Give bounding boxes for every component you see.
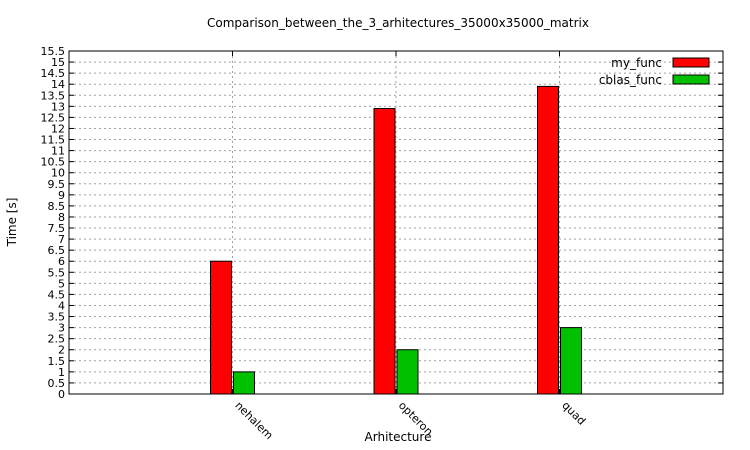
y-tick-label: 3	[58, 322, 65, 335]
legend-swatch-my_func	[672, 57, 710, 68]
chart-title: Comparison_between_the_3_arhitectures_35…	[207, 16, 589, 30]
y-tick-label: 6	[58, 255, 65, 268]
bar-my_func-opteron	[373, 108, 396, 395]
y-tick-label: 8.5	[48, 200, 66, 213]
legend-label-my_func: my_func	[611, 56, 662, 70]
y-tick-label: 12.5	[41, 111, 66, 124]
y-tick-label: 7	[58, 233, 65, 246]
y-tick-label: 1	[58, 366, 65, 379]
bar-cblas_func-nehalem	[233, 371, 255, 395]
y-tick-label: 9.5	[48, 178, 66, 191]
y-axis-ticks: 00.511.522.533.544.555.566.577.588.599.5…	[41, 45, 723, 401]
y-tick-label: 2.5	[48, 333, 66, 346]
y-tick-label: 0	[58, 388, 65, 401]
bar-cblas_func-quad	[560, 327, 582, 395]
y-tick-label: 13.5	[41, 89, 66, 102]
y-tick-label: 9	[58, 189, 65, 202]
x-axis-label: Arhitecture	[365, 430, 432, 444]
y-tick-label: 10	[51, 167, 65, 180]
y-tick-label: 11.5	[41, 134, 66, 147]
y-tick-label: 8	[58, 211, 65, 224]
y-tick-label: 4.5	[48, 288, 66, 301]
y-tick-label: 14	[51, 78, 65, 91]
y-tick-label: 13	[51, 100, 65, 113]
y-tick-label: 4	[58, 299, 65, 312]
legend: my_func cblas_func	[599, 56, 710, 87]
grid-lines	[69, 51, 723, 394]
y-tick-label: 15.5	[41, 45, 66, 58]
y-tick-label: 10.5	[41, 156, 66, 169]
y-tick-label: 15	[51, 56, 65, 69]
y-tick-label: 2	[58, 344, 65, 357]
x-tick-label: nehalem	[232, 399, 275, 442]
bar-cblas_func-opteron	[396, 349, 419, 395]
y-tick-label: 0.5	[48, 377, 66, 390]
x-tick-label: quad	[559, 399, 588, 428]
legend-swatch-cblas_func	[672, 74, 710, 85]
bar-my_func-quad	[537, 85, 559, 395]
y-tick-label: 7.5	[48, 222, 66, 235]
y-axis-label: Time [s]	[5, 198, 19, 248]
y-tick-label: 12	[51, 122, 65, 135]
y-tick-label: 6.5	[48, 244, 66, 257]
bars	[210, 85, 582, 395]
y-tick-label: 3.5	[48, 311, 66, 324]
bar-my_func-nehalem	[210, 260, 232, 395]
y-tick-label: 5	[58, 277, 65, 290]
y-tick-label: 5.5	[48, 266, 66, 279]
y-tick-label: 14.5	[41, 67, 66, 80]
y-tick-label: 11	[51, 145, 65, 158]
y-tick-label: 1.5	[48, 355, 66, 368]
legend-label-cblas_func: cblas_func	[599, 73, 662, 87]
